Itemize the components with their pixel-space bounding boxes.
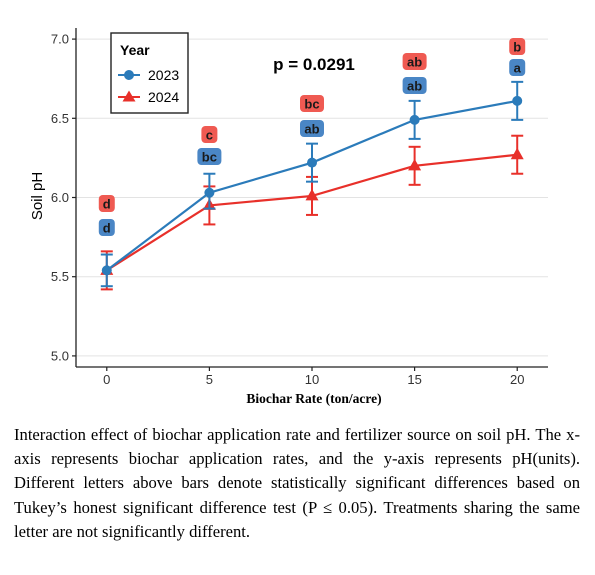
x-tick-label-1: 5 <box>206 372 213 387</box>
chart: 5.05.56.06.57.00 5 10 15 20 dbcababadcbcabb … <box>29 28 548 406</box>
point-2024-4 <box>510 147 524 160</box>
letter-label-2024-4: b <box>513 40 521 55</box>
letter-box-2024-4 <box>509 38 526 55</box>
point-2023-4 <box>512 95 523 106</box>
letter-box-2024-3 <box>402 53 427 70</box>
legend-title: Year <box>120 42 150 58</box>
letter-label-2024-1: c <box>206 128 213 143</box>
y-axis-label: Soil pH <box>29 172 46 220</box>
y-tick-label-4: 7.0 <box>51 32 69 47</box>
point-2023-1 <box>204 187 215 198</box>
letter-box-2023-4 <box>509 59 526 76</box>
letter-labels: d bc ab ab a d c bc ab b <box>98 38 526 236</box>
letter-box-2024-0 <box>98 195 115 212</box>
letter-label-2023-1: bc <box>202 150 217 165</box>
letter-label-2023-0: d <box>103 221 111 236</box>
letter-box-2023-2 <box>300 120 324 137</box>
y-tick-label-3: 6.5 <box>51 111 69 126</box>
legend-marker-2023 <box>124 70 134 80</box>
series-2023 <box>100 80 524 288</box>
letter-box-2023-0 <box>98 219 115 236</box>
letter-label-2023-2: ab <box>304 122 319 137</box>
x-tick-label-2: 10 <box>305 372 319 387</box>
tick-labels: 5.0 5.5 6.0 6.5 7.0 0 5 10 15 20 <box>51 32 525 387</box>
y-tick-label-0: 5.0 <box>51 348 69 363</box>
x-axis-label: Biochar Rate (ton/acre) <box>246 391 381 406</box>
y-tick-label-1: 5.5 <box>51 269 69 284</box>
letter-label-2024-2: bc <box>304 97 319 112</box>
point-2023-0 <box>101 265 112 276</box>
letter-box-2024-1 <box>201 126 218 143</box>
point-2024-2 <box>305 188 319 201</box>
figure-caption: Interaction effect of biochar applicatio… <box>14 425 580 541</box>
point-2024-3 <box>408 158 422 171</box>
y-tick-label-2: 6.0 <box>51 190 69 205</box>
letter-label-2023-3: ab <box>407 79 422 94</box>
x-tick-label-4: 20 <box>510 372 524 387</box>
letter-box-2023-3 <box>402 77 427 94</box>
p-value-annotation: p = 0.0291 <box>273 55 355 74</box>
point-2023-3 <box>409 114 420 125</box>
series-layer <box>100 80 524 291</box>
letter-label-2024-0: d <box>103 197 111 212</box>
x-tick-label-3: 15 <box>407 372 421 387</box>
x-tick-label-0: 0 <box>103 372 110 387</box>
letter-label-2024-3: ab <box>407 55 422 70</box>
letter-box-2023-1 <box>197 148 222 165</box>
letter-box-2024-2 <box>300 95 324 112</box>
legend-marker-2024 <box>122 90 136 102</box>
letter-label-2023-4: a <box>514 61 522 76</box>
legend-label-2024: 2024 <box>148 89 179 105</box>
axes <box>72 28 548 371</box>
point-2023-2 <box>307 157 317 168</box>
legend: Year 2023 2024 <box>110 32 189 114</box>
legend-label-2023: 2023 <box>148 67 179 83</box>
